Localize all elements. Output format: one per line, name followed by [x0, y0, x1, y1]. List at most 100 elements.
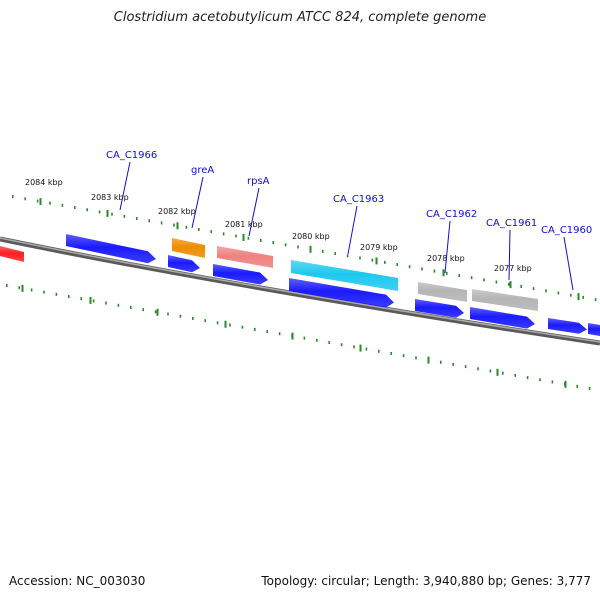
gene-feature-inner: [289, 278, 394, 308]
topology-label: Topology: circular; Length: 3,940,880 bp…: [261, 574, 591, 588]
scale-dot: [570, 293, 572, 297]
scale-major-tick: [224, 320, 227, 328]
scale-dot: [470, 276, 473, 280]
scale-dot: [495, 280, 498, 284]
gene-label: greA: [191, 165, 214, 176]
scale-dot: [204, 319, 206, 323]
scale-dot: [86, 208, 88, 212]
gene-feature-CA_C1963: [291, 260, 398, 291]
scale-dot: [514, 373, 516, 377]
scale-dot: [588, 387, 591, 391]
genome-backbone: [0, 236, 600, 346]
map-title: Clostridium acetobutylicum ATCC 824, com…: [113, 10, 487, 25]
gene-feature-inner: [588, 323, 600, 336]
scale-dot: [477, 367, 479, 371]
scale-major-tick: [21, 284, 24, 292]
gene-feature-CA_C1960: [548, 318, 587, 334]
scale-dot: [532, 287, 535, 291]
scale-dot: [123, 214, 126, 218]
scale-dot: [526, 376, 529, 380]
scale-dot: [18, 286, 20, 290]
scale-dot: [30, 288, 33, 292]
scale-dot: [111, 212, 113, 216]
scale-label: 2077 kbp: [494, 264, 532, 273]
scale-major-tick: [375, 257, 378, 265]
scale-dot: [334, 252, 336, 256]
scale-dot: [303, 336, 306, 340]
scale-dot: [458, 273, 460, 277]
scale-dot: [216, 321, 219, 325]
gene-feature-inner: [470, 307, 535, 329]
scale-major-tick: [496, 368, 499, 376]
scale-dot: [55, 292, 58, 296]
gene-label: rpsA: [247, 176, 270, 187]
scale-dot: [539, 378, 541, 382]
scale-dot: [148, 219, 150, 223]
scale-major-tick: [577, 293, 580, 301]
scale-label: 2081 kbp: [225, 220, 263, 229]
gene-feature-greA: [172, 238, 205, 258]
scale-dot: [464, 365, 467, 369]
scale-dot: [502, 371, 504, 375]
scale-dot: [557, 291, 560, 295]
scale-dot: [130, 305, 132, 309]
scale-label: 2084 kbp: [25, 178, 63, 187]
scale-dot: [408, 265, 411, 269]
scale-dot: [415, 356, 417, 360]
scale-dot: [260, 238, 262, 242]
scale-dot: [61, 203, 64, 207]
scale-dot: [266, 330, 268, 334]
scale-dot: [49, 201, 51, 205]
scale-dot: [179, 314, 182, 318]
scale-dot: [241, 325, 244, 329]
scale-dot: [328, 341, 330, 345]
scale-dot: [160, 221, 163, 225]
scale-dot: [508, 282, 510, 286]
scale-dot: [173, 223, 175, 227]
scale-dot: [12, 195, 14, 199]
scale-dot: [222, 232, 225, 236]
scale-dot: [446, 271, 448, 275]
scale-major-tick: [176, 222, 179, 230]
scale-dot: [235, 234, 237, 238]
scale-dot: [117, 303, 120, 307]
accession-label: Accession: NC_003030: [9, 574, 146, 588]
gene-leader-line: [248, 187, 260, 237]
scale-major-tick: [89, 296, 92, 304]
scale-dot: [24, 197, 26, 201]
scale-dot: [167, 312, 169, 316]
scale-dot: [551, 380, 554, 384]
scale-dot: [353, 345, 355, 349]
scale-dot: [142, 308, 144, 312]
scale-dot: [154, 310, 157, 314]
scale-dot: [452, 362, 454, 366]
scale-major-tick: [509, 281, 512, 289]
scale-dot: [136, 217, 138, 221]
scale-major-tick: [309, 245, 312, 253]
rrna-feature: [0, 246, 24, 262]
gene-feature-inner: [415, 299, 464, 318]
scale-dot: [254, 327, 256, 331]
scale-major-tick: [156, 308, 159, 316]
scale-dot: [359, 256, 361, 260]
scale-dot: [247, 236, 250, 240]
scale-dot: [98, 210, 101, 214]
scale-dot: [105, 301, 107, 305]
scale-major-tick: [564, 380, 567, 388]
scale-dot: [68, 295, 70, 299]
gene-leader-line: [191, 176, 204, 229]
scale-dot: [297, 245, 299, 249]
scale-dot: [440, 360, 442, 364]
gene-leader-line: [444, 220, 451, 274]
scale-major-tick: [427, 356, 430, 364]
scale-dot: [371, 258, 374, 262]
gene-label: CA_C1966: [106, 150, 157, 161]
scale-label: 2078 kbp: [427, 254, 465, 263]
scale-dot: [278, 332, 281, 336]
scale-dot: [402, 354, 405, 358]
scale-dot: [489, 369, 492, 373]
scale-label: 2083 kbp: [91, 193, 129, 202]
genome-backbone-highlight: [0, 237, 600, 343]
scale-major-tick: [442, 269, 445, 277]
